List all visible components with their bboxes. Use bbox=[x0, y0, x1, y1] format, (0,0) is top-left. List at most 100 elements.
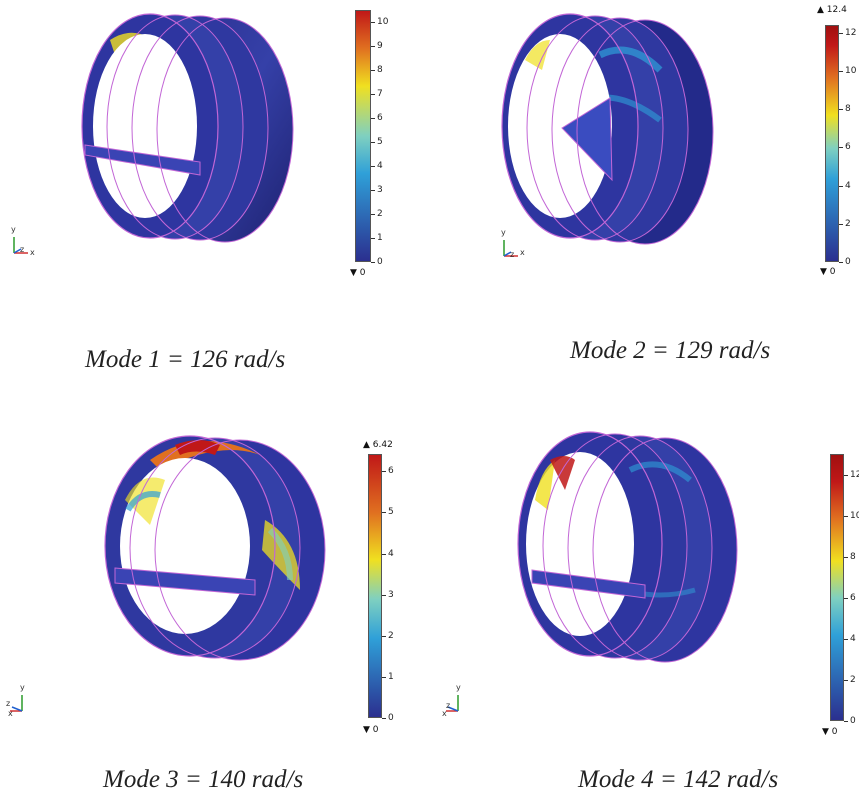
colorbar-tick-mark bbox=[382, 594, 386, 596]
mode-2-axes-triad: y z x bbox=[498, 228, 528, 262]
colorbar-tick-label: 6 bbox=[850, 592, 856, 603]
mode-3-colorbar: ▲ 6.42 ▼ 0 0 1 2 3 4 5 6 bbox=[363, 440, 418, 740]
colorbar-tick-mark bbox=[371, 214, 375, 215]
axis-x-label: x bbox=[520, 248, 525, 257]
axis-x-label: x bbox=[442, 709, 447, 718]
colorbar-tick-label: 1 bbox=[377, 233, 383, 243]
colorbar-tick-mark bbox=[382, 718, 386, 719]
colorbar-tick-mark bbox=[371, 142, 375, 143]
colorbar-tick-mark bbox=[839, 147, 843, 149]
colorbar-tick-label: 4 bbox=[850, 633, 856, 644]
colorbar-tick-label: 2 bbox=[845, 218, 851, 229]
colorbar-tick-mark bbox=[844, 721, 848, 722]
colorbar-tick-label: 12 bbox=[850, 469, 859, 480]
colorbar-tick-label: 10 bbox=[377, 17, 389, 27]
colorbar-tick-mark bbox=[371, 22, 375, 23]
colorbar-min-label: ▼ 0 bbox=[363, 725, 379, 735]
mode-1-caption: Mode 1 = 126 rad/s bbox=[85, 346, 286, 373]
colorbar-tick-mark bbox=[839, 32, 843, 34]
colorbar-tick-label: 2 bbox=[377, 209, 383, 219]
mode-4-axes-triad: y z x bbox=[442, 683, 472, 718]
colorbar-tick-label: 6 bbox=[845, 142, 851, 153]
colorbar-tick-mark bbox=[382, 676, 386, 678]
axis-y-label: y bbox=[456, 683, 461, 692]
mode-1-panel: y z x ▼ 0 0 1 2 3 4 5 6 7 8 9 10 Mode 1 = 126 rad/… bbox=[0, 0, 430, 400]
colorbar-tick-label: 6 bbox=[377, 113, 383, 123]
colorbar-tick-label: 7 bbox=[377, 89, 383, 99]
mode-2-caption: Mode 2 = 129 rad/s bbox=[570, 337, 771, 364]
colorbar-tick-mark bbox=[371, 70, 375, 71]
colorbar-min-label: ▼ 0 bbox=[822, 727, 838, 737]
colorbar-tick-label: 6 bbox=[388, 466, 394, 477]
colorbar-max-label: ▲ 12.4 bbox=[817, 5, 847, 15]
mode-4-ring-model bbox=[517, 431, 738, 663]
colorbar-tick-label: 0 bbox=[850, 716, 856, 726]
axis-y-label: y bbox=[501, 228, 506, 237]
colorbar-min-label: ▼ 0 bbox=[350, 268, 366, 278]
colorbar-tick-label: 1 bbox=[388, 671, 394, 682]
axis-z-label: z bbox=[6, 699, 11, 708]
colorbar-tick-mark bbox=[371, 238, 375, 239]
colorbar-tick-mark bbox=[839, 262, 843, 263]
axis-y-label: y bbox=[11, 225, 16, 234]
colorbar-tick-mark bbox=[382, 471, 386, 473]
colorbar-tick-mark bbox=[371, 166, 375, 167]
mode-1-ring-model bbox=[81, 13, 294, 243]
mode-2-panel: y z x ▲ 12.4 ▼ 0 0 2 4 6 8 10 12 Mode 2 = 129 … bbox=[430, 0, 859, 400]
colorbar-tick-mark bbox=[844, 474, 848, 476]
colorbar-tick-label: 3 bbox=[388, 589, 394, 600]
mode-4-caption: Mode 4 = 142 rad/s bbox=[578, 766, 779, 793]
colorbar-tick-mark bbox=[839, 223, 843, 225]
mode-4-colorbar: ▼ 0 0 2 4 6 8 10 12 bbox=[822, 454, 859, 739]
colorbar-tick-label: 2 bbox=[388, 630, 394, 641]
colorbar-tick-label: 0 bbox=[377, 257, 383, 267]
colorbar-tick-mark bbox=[844, 515, 848, 517]
colorbar-gradient bbox=[368, 454, 382, 718]
colorbar-tick-label: 0 bbox=[388, 713, 394, 723]
mode-3-axes-triad: y z x bbox=[6, 683, 36, 718]
mode-3-caption: Mode 3 = 140 rad/s bbox=[103, 766, 304, 793]
colorbar-tick-mark bbox=[844, 556, 848, 558]
colorbar-tick-mark bbox=[839, 109, 843, 111]
mode-4-panel: y z x ▼ 0 0 2 4 6 8 10 12 Mode 4 = 142 rad/s bbox=[430, 400, 859, 801]
colorbar-max-label: ▲ 6.42 bbox=[363, 440, 393, 450]
colorbar-tick-label: 12 bbox=[845, 27, 857, 38]
axis-z-label: z bbox=[510, 250, 515, 259]
colorbar-tick-mark bbox=[371, 46, 375, 47]
colorbar-tick-mark bbox=[382, 553, 386, 555]
colorbar-tick-mark bbox=[844, 679, 848, 681]
colorbar-gradient bbox=[825, 25, 839, 262]
colorbar-tick-label: 5 bbox=[388, 507, 394, 518]
colorbar-tick-mark bbox=[839, 70, 843, 72]
colorbar-tick-mark bbox=[382, 512, 386, 514]
colorbar-tick-label: 4 bbox=[845, 180, 851, 191]
colorbar-tick-label: 9 bbox=[377, 41, 383, 51]
axis-z-label: z bbox=[20, 245, 25, 254]
axis-x-label: x bbox=[8, 709, 13, 718]
mode-3-panel: y z x ▲ 6.42 ▼ 0 0 1 2 3 4 5 6 Mode 3 = 140 ra… bbox=[0, 400, 430, 801]
colorbar-min-label: ▼ 0 bbox=[820, 267, 836, 277]
colorbar-tick-label: 5 bbox=[377, 137, 383, 147]
mode-2-ring-model bbox=[501, 13, 714, 245]
colorbar-tick-mark bbox=[382, 635, 386, 637]
mode-3-ring-model bbox=[104, 435, 326, 661]
colorbar-tick-label: 8 bbox=[845, 104, 851, 115]
colorbar-tick-label: 10 bbox=[845, 65, 857, 76]
colorbar-tick-label: 3 bbox=[377, 185, 383, 195]
colorbar-tick-mark bbox=[844, 597, 848, 599]
colorbar-tick-label: 8 bbox=[377, 65, 383, 75]
colorbar-tick-label: 8 bbox=[850, 551, 856, 562]
axis-z-label: z bbox=[446, 701, 451, 710]
colorbar-tick-label: 2 bbox=[850, 674, 856, 685]
mode-1-colorbar: ▼ 0 0 1 2 3 4 5 6 7 8 9 10 bbox=[350, 10, 415, 280]
colorbar-tick-mark bbox=[371, 262, 375, 263]
axis-y-label: y bbox=[20, 683, 25, 692]
colorbar-tick-label: 0 bbox=[845, 257, 851, 267]
colorbar-tick-mark bbox=[844, 638, 848, 640]
mode-1-axes-triad: y z x bbox=[8, 225, 38, 259]
axis-x-label: x bbox=[30, 248, 35, 257]
colorbar-gradient bbox=[830, 454, 844, 721]
mode-2-colorbar: ▲ 12.4 ▼ 0 0 2 4 6 8 10 12 bbox=[817, 5, 859, 280]
colorbar-tick-label: 4 bbox=[377, 161, 383, 171]
colorbar-tick-mark bbox=[371, 94, 375, 95]
